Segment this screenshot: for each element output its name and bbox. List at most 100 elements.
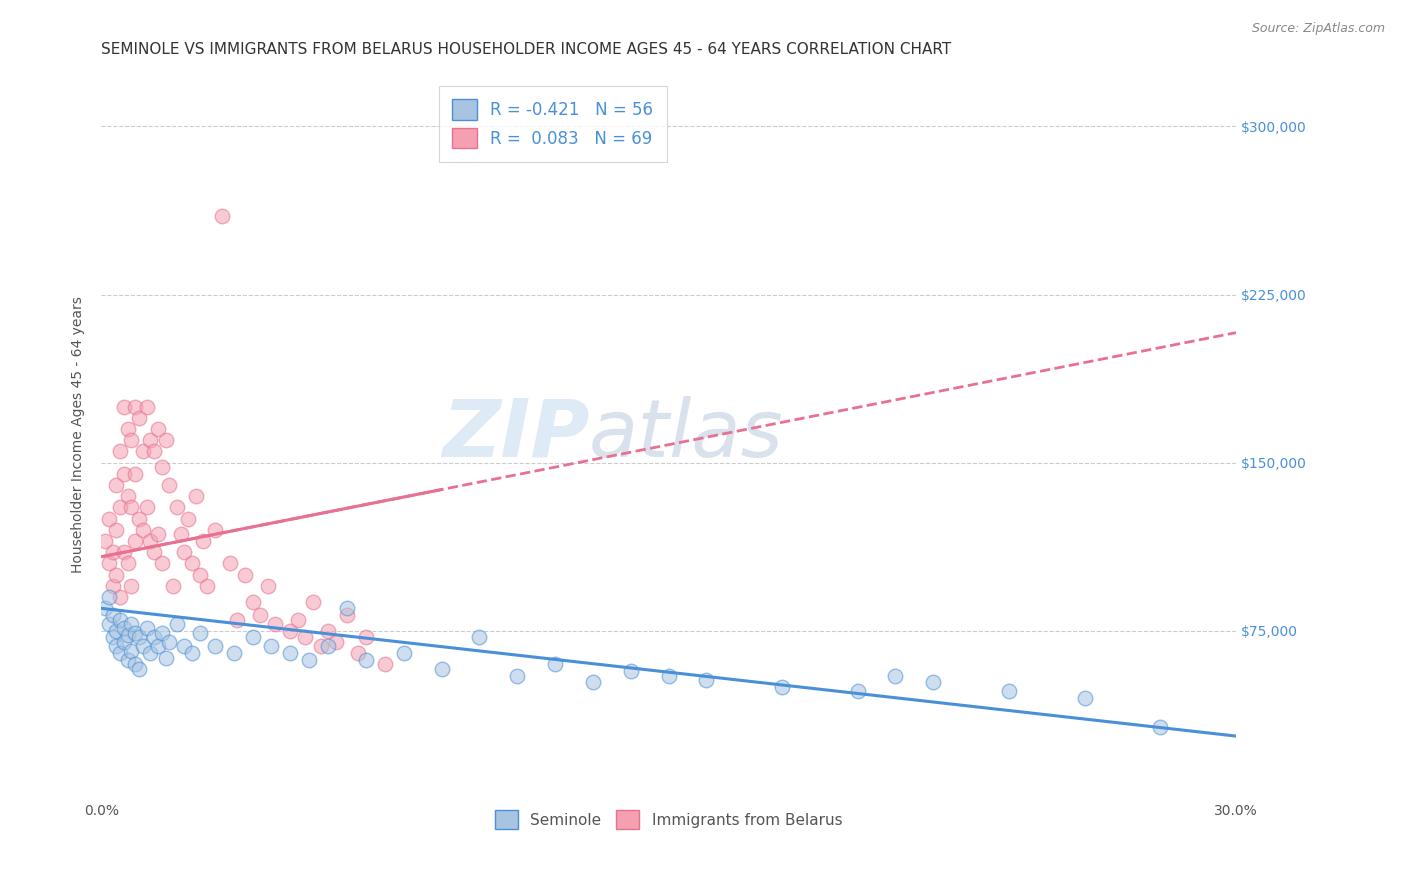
Point (135, 500, 157, 515)
Point (354, 653, 377, 667)
Point (226, 613, 249, 627)
Point (105, 624, 128, 638)
Point (177, 511, 200, 525)
Point (249, 608, 271, 623)
Text: Source: ZipAtlas.com: Source: ZipAtlas.com (1251, 22, 1385, 36)
Point (150, 460, 173, 475)
Point (468, 631, 491, 645)
Point (108, 590, 131, 604)
Point (146, 422, 169, 436)
Point (544, 657, 567, 672)
Point (169, 527, 191, 541)
Point (121, 434, 143, 448)
Y-axis label: Householder Income Ages 45 - 64 years: Householder Income Ages 45 - 64 years (72, 296, 86, 573)
Point (112, 635, 135, 649)
Point (121, 579, 143, 593)
Point (162, 579, 184, 593)
Point (173, 545, 195, 559)
Point (139, 534, 162, 549)
Point (316, 624, 339, 638)
Point (117, 557, 139, 571)
Point (204, 523, 226, 537)
Point (121, 500, 143, 515)
Point (124, 467, 146, 481)
Point (1149, 720, 1171, 734)
Point (132, 444, 155, 458)
Point (336, 608, 359, 623)
Point (112, 467, 135, 481)
Point (195, 579, 218, 593)
Point (166, 617, 188, 632)
Point (157, 478, 180, 492)
Point (242, 631, 264, 645)
Point (218, 557, 240, 571)
Point (620, 664, 643, 678)
Text: atlas: atlas (589, 396, 785, 474)
Point (278, 646, 301, 660)
Text: ZIP: ZIP (441, 396, 589, 474)
Point (188, 567, 211, 582)
Point (146, 640, 169, 654)
Point (101, 579, 124, 593)
Point (105, 523, 128, 537)
Point (430, 662, 453, 676)
Point (506, 668, 529, 682)
Point (155, 434, 177, 448)
Point (105, 478, 128, 492)
Point (173, 640, 195, 654)
Point (278, 624, 301, 638)
Point (204, 640, 226, 654)
Point (117, 653, 139, 667)
Point (128, 511, 150, 525)
Point (695, 673, 717, 687)
Point (121, 617, 143, 632)
Point (302, 594, 325, 608)
Point (105, 567, 128, 582)
Legend: Seminole, Immigrants from Belarus: Seminole, Immigrants from Belarus (489, 804, 848, 835)
Point (121, 644, 143, 658)
Point (124, 400, 146, 414)
Point (770, 680, 793, 694)
Point (166, 500, 188, 515)
Point (112, 400, 135, 414)
Point (374, 657, 396, 672)
Point (155, 650, 177, 665)
Point (336, 601, 359, 615)
Point (143, 444, 166, 458)
Point (97, 511, 120, 525)
Point (139, 646, 162, 660)
Point (188, 626, 211, 640)
Point (124, 626, 146, 640)
Point (157, 635, 180, 649)
Point (146, 527, 169, 541)
Point (97, 617, 120, 632)
Point (132, 640, 155, 654)
Point (128, 662, 150, 676)
Point (256, 579, 278, 593)
Point (108, 444, 131, 458)
Point (193, 534, 215, 549)
Point (94, 534, 117, 549)
Point (922, 675, 945, 690)
Point (354, 631, 377, 645)
Point (124, 534, 146, 549)
Point (108, 500, 131, 515)
Point (150, 626, 173, 640)
Point (150, 557, 173, 571)
Point (112, 545, 135, 559)
Point (101, 608, 124, 623)
Point (117, 422, 139, 436)
Point (135, 622, 157, 636)
Point (242, 594, 264, 608)
Point (139, 434, 162, 448)
Point (316, 640, 339, 654)
Point (392, 646, 415, 660)
Point (117, 628, 139, 642)
Point (132, 523, 155, 537)
Point (658, 668, 681, 682)
Point (211, 209, 233, 223)
Point (108, 646, 131, 660)
Point (181, 646, 204, 660)
Point (884, 668, 907, 682)
Point (181, 557, 204, 571)
